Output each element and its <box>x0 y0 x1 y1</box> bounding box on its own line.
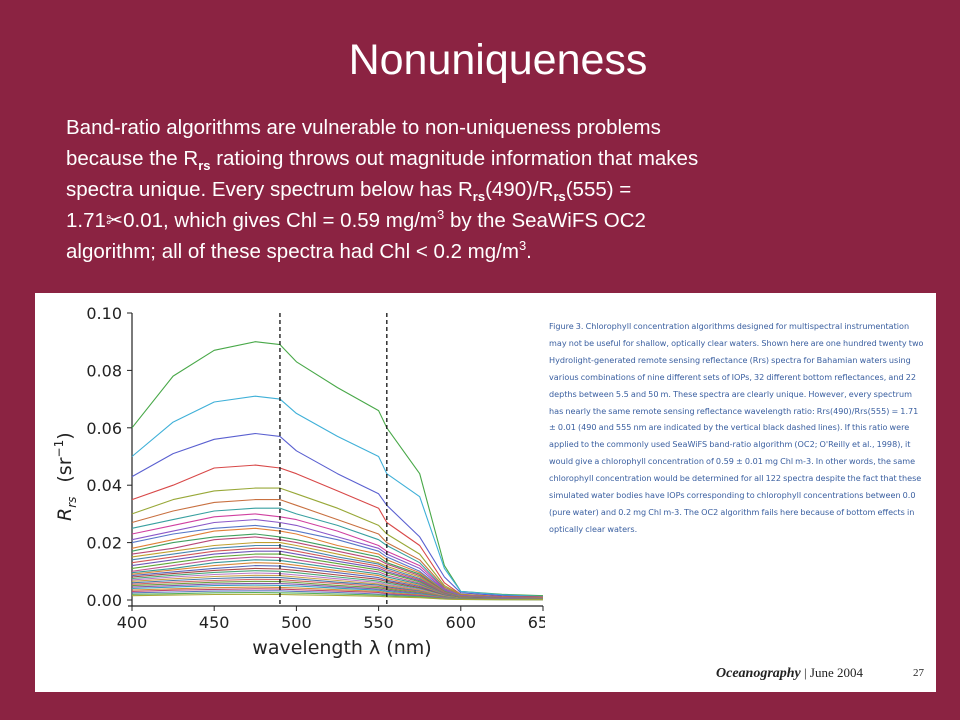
plot-area: 0.00 0.02 0.04 0.06 0.08 0.10 400 450 500 550 600 6… <box>86 304 545 632</box>
x-axis-label: wavelength λ (nm) <box>252 637 431 659</box>
journal-name: Oceanography <box>716 666 801 681</box>
footer-separator: | <box>800 665 810 680</box>
y-tick-label: 0.08 <box>86 361 122 380</box>
body-line-5: algorithm; all of these spectra had Chl … <box>66 236 936 267</box>
y-tick-label: 0.02 <box>86 534 122 553</box>
x-tick-label: 650 <box>528 613 545 632</box>
x-tick-label: 600 <box>446 613 477 632</box>
slide-body-text: Band-ratio algorithms are vulnerable to … <box>66 112 936 267</box>
body-line-1: Band-ratio algorithms are vulnerable to … <box>66 112 936 143</box>
figure-caption: Figure 3. Chlorophyll concentration algo… <box>549 321 924 534</box>
x-tick-label: 500 <box>281 613 312 632</box>
body-text: ratioing throws out magnitude informatio… <box>210 147 699 170</box>
body-text: by the SeaWiFS OC2 <box>444 209 646 232</box>
y-axis-label-main: R <box>54 508 76 521</box>
spectrum-line <box>131 395 544 598</box>
body-text: algorithm; all of these spectra had Chl … <box>66 240 519 263</box>
body-line-3: spectra unique. Every spectrum below has… <box>66 174 936 205</box>
y-axis-label-unit: (sr <box>54 457 76 482</box>
body-line-4: 1.71✂0.01, which gives Chl = 0.59 mg/m3 … <box>66 205 936 236</box>
subscript-rs: rs <box>472 189 486 204</box>
plus-minus-symbol-glyph: ✂ <box>105 209 124 232</box>
y-axis-label-exp: −1 <box>52 440 66 458</box>
svg-text:Rrs(sr−1): Rrs (sr−1) <box>52 432 79 521</box>
rrs-spectra-chart: 0.00 0.02 0.04 0.06 0.08 0.10 400 450 500 550 600 6… <box>52 304 545 659</box>
slide-title: Nonuniqueness <box>348 36 648 84</box>
journal-footer: Oceanography | June 2004 <box>716 665 863 682</box>
body-text: spectra unique. Every spectrum below has… <box>66 178 473 201</box>
body-text: . <box>526 240 532 263</box>
body-text: 1.71 <box>66 209 106 232</box>
x-tick-label: 400 <box>117 613 148 632</box>
spectrum-line <box>131 432 544 598</box>
spectrum-line <box>131 487 544 599</box>
body-text: (555) = <box>565 178 632 201</box>
y-tick-label: 0.10 <box>86 304 122 323</box>
superscript: 3 <box>518 238 527 253</box>
x-tick-label: 550 <box>363 613 394 632</box>
subscript-rs: rs <box>553 189 566 204</box>
x-tick-label: 450 <box>199 613 230 632</box>
y-axis-label-close: ) <box>54 432 76 439</box>
spectrum-line <box>131 593 543 601</box>
y-tick-label: 0.00 <box>86 591 122 610</box>
body-line-2: because the Rrs ratioing throws out magn… <box>66 143 936 174</box>
body-text: Band-ratio algorithms are vulnerable to … <box>66 116 661 139</box>
spectrum-line <box>131 341 544 597</box>
y-axis-label: Rrs (sr−1) <box>52 432 79 521</box>
superscript: 3 <box>437 207 445 222</box>
spectrum-line <box>131 499 544 599</box>
figure-panel: 0.00 0.02 0.04 0.06 0.08 0.10 400 450 500 550 600 6… <box>35 293 936 692</box>
body-text: because the R <box>66 147 199 170</box>
y-tick-label: 0.04 <box>86 476 122 495</box>
body-text: (490)/R <box>485 178 554 201</box>
y-tick-label: 0.06 <box>86 419 122 438</box>
issue-date: June 2004 <box>809 665 863 680</box>
page-number: 27 <box>913 667 924 679</box>
y-axis-label-sub: rs <box>65 497 79 508</box>
subscript-rs: rs <box>198 158 211 173</box>
body-text: 0.01, which gives Chl = 0.59 mg/m <box>123 209 438 232</box>
